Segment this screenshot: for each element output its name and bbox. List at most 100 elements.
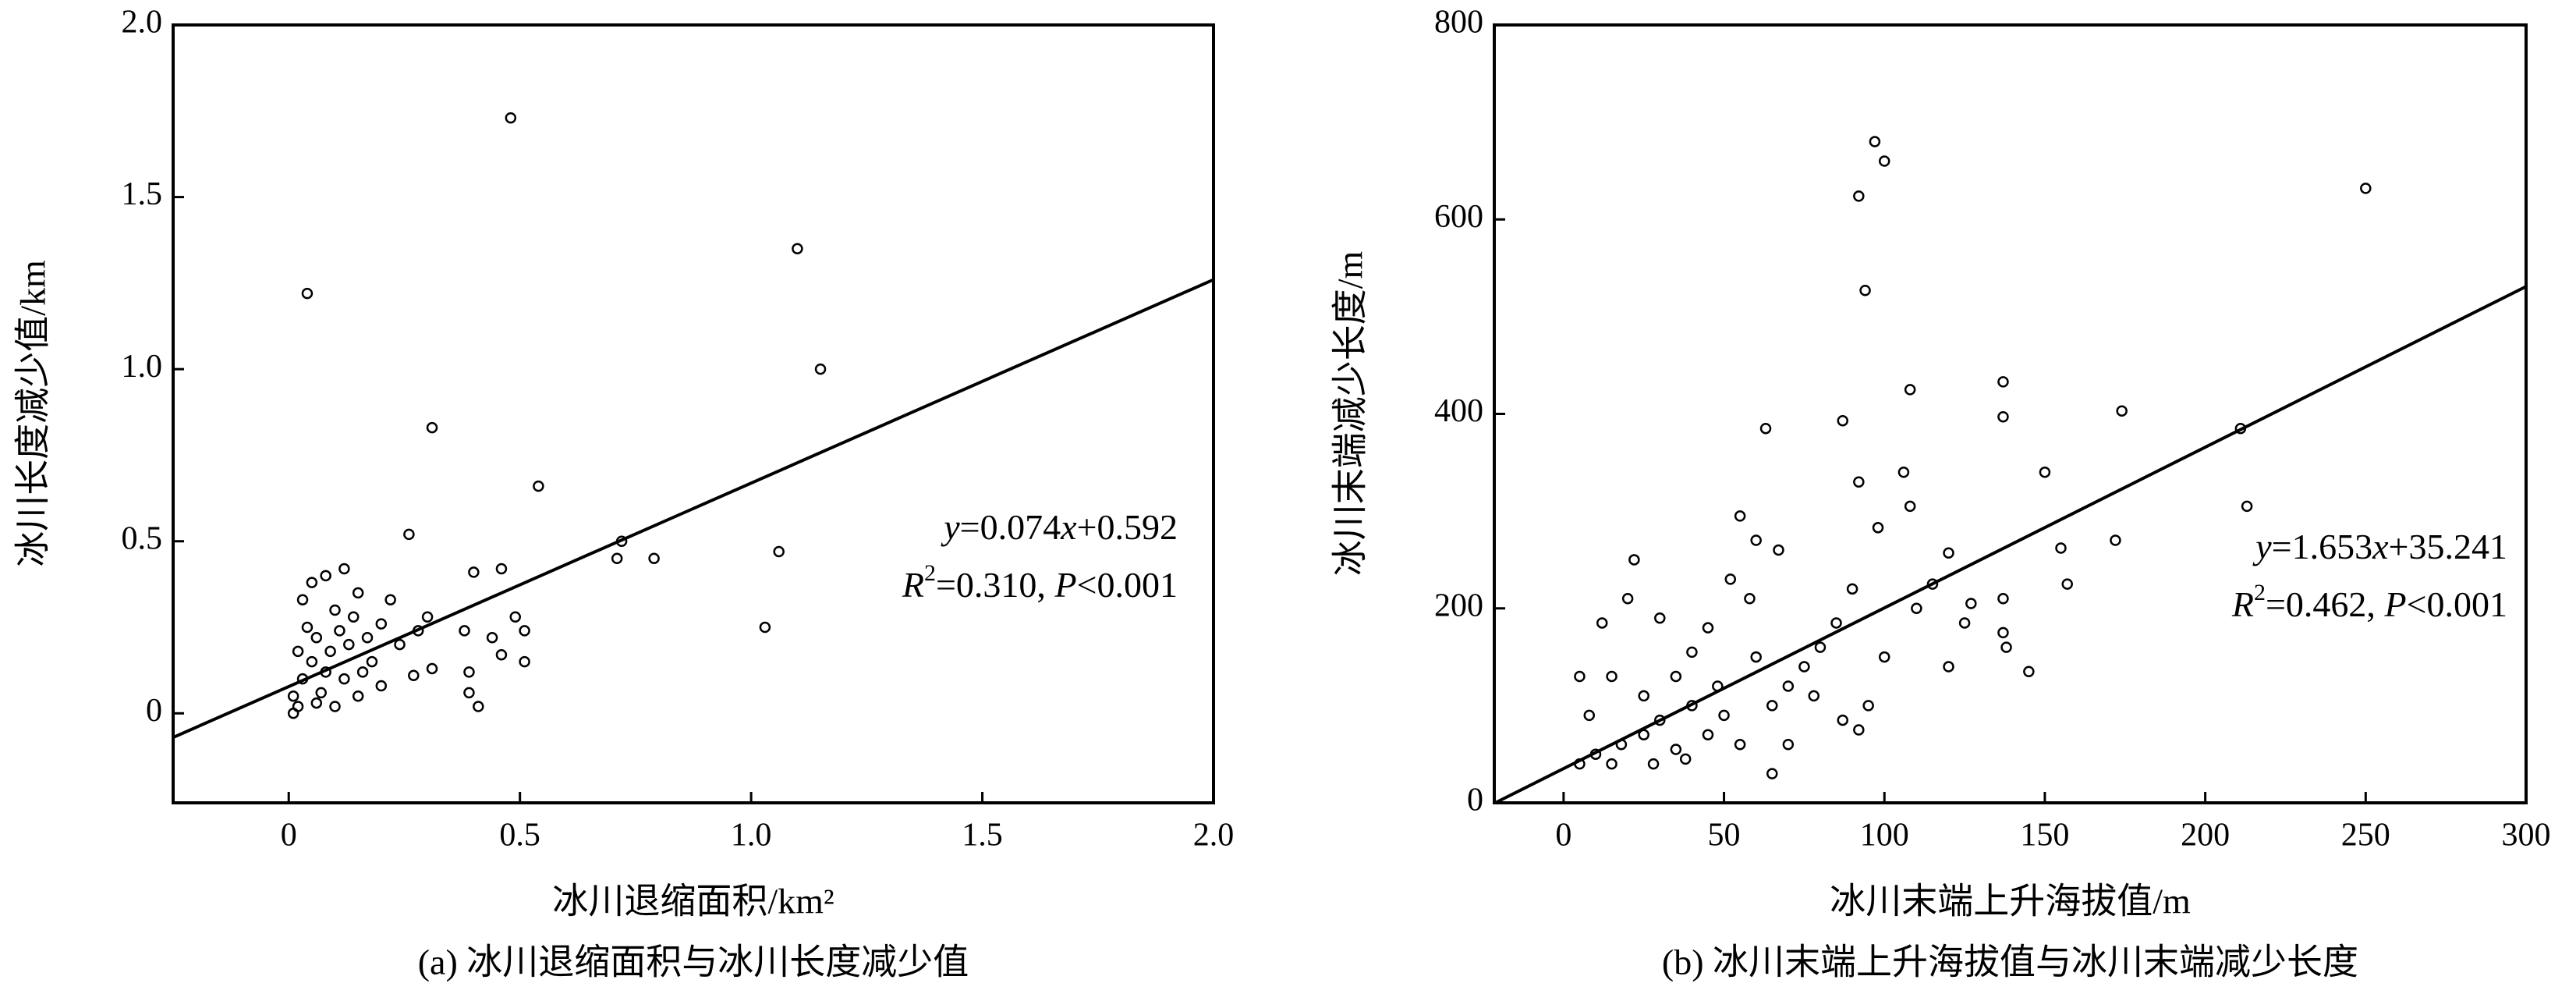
point [505,112,517,124]
point [1702,622,1714,634]
x-tick-label: 0 [281,818,297,854]
point [1766,768,1778,779]
point [287,708,299,719]
point [1670,744,1682,755]
point [403,528,415,541]
point [306,577,318,588]
point [468,566,480,578]
point [792,243,803,254]
point [1853,476,1865,488]
y-tick-label: 800 [1434,5,1483,41]
point [361,631,374,644]
point [315,687,327,699]
x-tick-label: 1.5 [962,818,1003,854]
point [1647,758,1660,770]
point [375,618,388,630]
point [1574,670,1586,683]
point [1859,284,1871,296]
equation-part: +35.241 [2389,527,2507,566]
equation-part: R [902,565,924,605]
point [352,690,364,702]
point [1734,738,1746,751]
point [773,545,785,558]
point [310,697,323,709]
point [352,587,364,599]
point [338,563,350,575]
x-tick-label: 2.0 [1193,818,1235,854]
stats: R2=0.310, P<0.001 [902,560,1178,604]
point [338,673,350,685]
point [310,631,323,644]
point [463,687,475,699]
point [1862,700,1874,712]
point [1744,593,1756,605]
x-tick-label: 150 [2020,818,2069,854]
x-axis-label: 冰川末端上升海拔值/m [1830,882,2191,921]
point [343,638,355,651]
point [2061,578,2073,590]
point [519,655,530,668]
point [1965,598,1977,609]
point [459,625,470,637]
point [1846,583,1858,595]
point [306,655,318,668]
point [324,645,336,658]
point [301,621,314,634]
point [329,701,341,712]
y-tick-label: 600 [1434,199,1483,235]
point [296,594,309,605]
x-tick-label: 0.5 [499,818,540,854]
stats: R2=0.462, P<0.001 [2231,580,2507,623]
point [1943,547,1954,559]
point [1926,578,1939,590]
y-axis-label: 冰川末端减少长度/m [1331,251,1370,577]
point [1808,690,1819,702]
point [1654,612,1666,624]
point [334,625,345,637]
point [421,611,434,623]
point [1943,661,1954,673]
point [1853,724,1865,736]
point [814,363,827,375]
point [287,690,299,702]
point [320,570,331,582]
point [1679,753,1692,765]
y-tick-label: 1.0 [122,349,163,385]
point [1621,593,1634,605]
x-tick-label: 300 [2502,818,2551,854]
x-tick-label: 250 [2341,818,2390,854]
x-tick-label: 0 [1555,818,1571,854]
point [1628,554,1640,566]
y-tick-label: 2.0 [122,5,163,41]
point [1869,136,1881,147]
point [292,645,304,658]
equation: y=1.653x+35.241 [2252,527,2507,566]
point [1670,670,1682,683]
equation-part: x [2372,527,2389,566]
x-tick-label: 200 [2181,818,2230,854]
point [495,563,508,575]
point [1958,617,1971,629]
point [1853,190,1865,202]
point [329,604,341,616]
y-tick-label: 200 [1434,587,1483,623]
point [2116,405,2128,417]
point [1878,155,1890,167]
point [375,680,388,692]
point [1702,729,1714,741]
point [384,594,396,605]
y-tick-label: 0.5 [122,520,163,556]
point [1606,670,1618,683]
point [463,666,475,678]
point [394,638,406,651]
point [1837,714,1849,726]
equation-part: =1.653 [2272,527,2372,566]
point [1997,410,2009,423]
equation-part: <0.001 [1077,565,1178,605]
point [1686,646,1698,658]
point [1904,384,1916,396]
equation-part: 2 [2254,580,2266,605]
point [1897,467,1910,478]
point [509,611,521,623]
